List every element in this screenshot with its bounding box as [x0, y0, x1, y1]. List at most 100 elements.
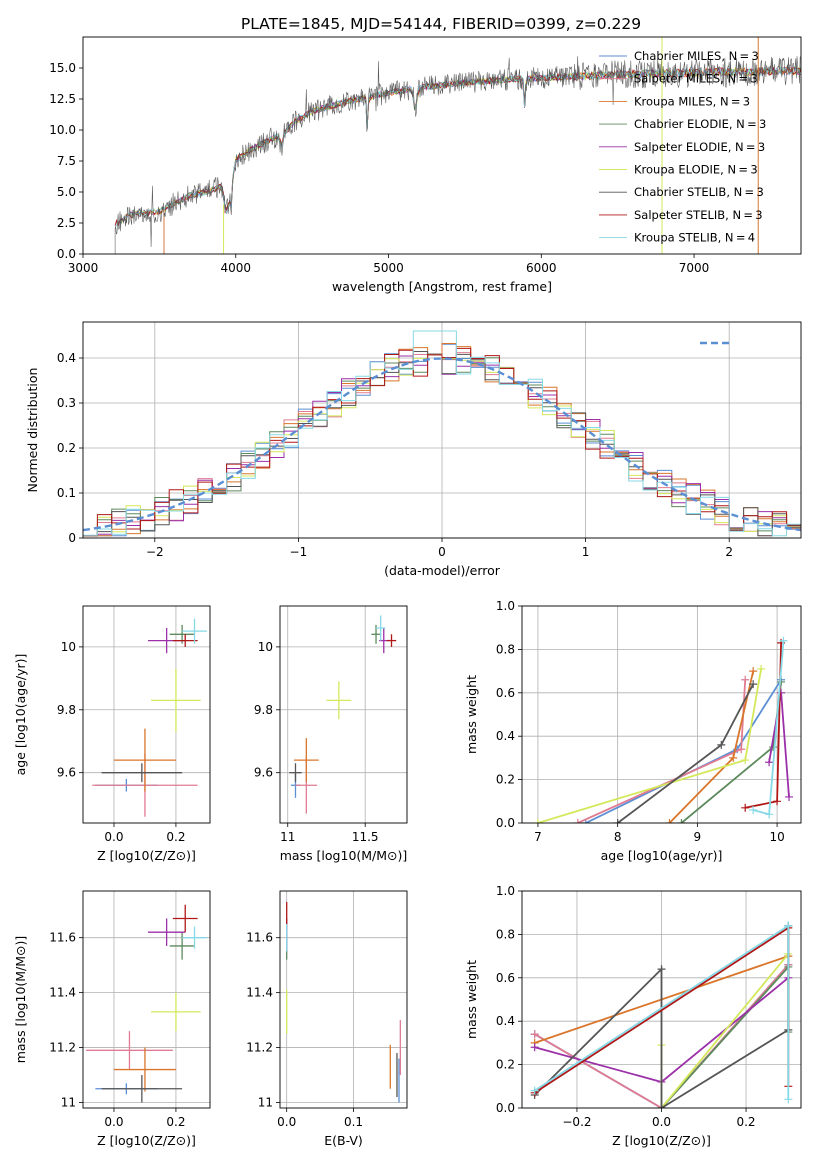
- weight-marker-kroupa-miles: [729, 753, 738, 762]
- x-tick-label: 0.0: [277, 1115, 296, 1129]
- y-tick-label: 9.8: [254, 703, 273, 717]
- y-tick-label: 0.6: [496, 971, 515, 985]
- errorbar-chabrier-stelib: [101, 763, 183, 783]
- axes-frame: [521, 605, 802, 824]
- y-tick-label: 1.0: [496, 884, 515, 898]
- panel-age-vs-z: 0.0 0.2 9.6 9.8 10 Z [log10(Z/Z⊙)] age [log10(…: [13, 605, 211, 863]
- y-tick-label: 0.8: [496, 642, 515, 656]
- weight-marker-salpeter-miles: [741, 675, 750, 684]
- legend: Chabrier MILES, N = 3 Salpeter MILES, N =…: [599, 49, 766, 245]
- axes-frame: [279, 890, 408, 1109]
- y-tick-label: 11.4: [246, 986, 273, 1000]
- x-tick-label: 2: [725, 545, 733, 559]
- y-tick-label: 9.6: [254, 766, 273, 780]
- x-tick-label: 11: [280, 830, 295, 844]
- x-tick-label: 7000: [679, 261, 710, 275]
- weight-marker-kroupa-stelib: [749, 805, 758, 814]
- y-tick-label: 5.0: [57, 185, 76, 199]
- y-tick-label: 11.6: [246, 931, 273, 945]
- weight-marker-salpeter-elodie: [765, 758, 774, 767]
- x-tick-label: −2: [146, 545, 164, 559]
- legend-label-salpeter-elodie: Salpeter ELODIE, N = 3: [634, 140, 765, 154]
- weight-marker-kroupa-miles: [749, 667, 758, 676]
- x-tick-label: 0.2: [166, 1115, 185, 1129]
- y-tick-label: 0.0: [496, 816, 515, 830]
- weight-marker-kroupa-elodie: [741, 756, 750, 765]
- y-tick-label: 10: [258, 640, 273, 654]
- x-tick-label: 11.5: [352, 830, 379, 844]
- x-tick-label: 5000: [373, 261, 404, 275]
- weight-marker-salpeter-stelib: [773, 797, 782, 806]
- y-tick-label: 11.2: [246, 1041, 273, 1055]
- x-tick-label: 9: [694, 830, 702, 844]
- x-tick-label: 3000: [68, 261, 99, 275]
- weight-marker-kroupa-stelib: [784, 1095, 793, 1104]
- errorbar-kroupa-elodie: [151, 992, 201, 1032]
- errorbar-kroupa-miles: [113, 1047, 176, 1092]
- legend-label-chabrier-miles: Chabrier MILES, N = 3: [634, 49, 759, 63]
- y-tick-label: 0.2: [57, 441, 76, 455]
- histogram-chabrier-stelib: [83, 351, 801, 537]
- x-axis-label: mass [log10(M/M⊙)]: [280, 848, 408, 863]
- weight-marker-salpeter-miles: [530, 1030, 539, 1039]
- y-tick-label: 0.1: [57, 486, 76, 500]
- errorbar-kroupa-elodie: [151, 668, 201, 732]
- plot-area: [92, 618, 207, 817]
- errorbar-salpeter-miles: [86, 1031, 173, 1070]
- y-tick-label: 15.0: [49, 61, 76, 75]
- x-tick-label: 1: [582, 545, 590, 559]
- errorbar-chabrier-stelib: [101, 1075, 183, 1103]
- weight-marker-chabrier-elodie: [769, 743, 778, 752]
- plot-area: [114, 37, 801, 254]
- weight-marker-salpeter-stelib: [741, 803, 750, 812]
- errorbar-kroupa-stelib: [182, 618, 207, 644]
- histogram-kroupa-stelib: [83, 330, 801, 537]
- y-tick-label: 2.5: [57, 216, 76, 230]
- y-axis-label: age [log10(age/yr)]: [13, 654, 28, 776]
- panel-spectrum: 3000 4000 5000 6000 7000 0.0 2.5 5.0 7.5 10.0 12.5…: [49, 36, 802, 294]
- weight-marker-kroupa-miles: [665, 819, 674, 823]
- y-tick-label: 0.3: [57, 396, 76, 410]
- weight-marker-kroupa-stelib: [779, 636, 788, 645]
- legend-label-chabrier-elodie: Chabrier ELODIE, N = 3: [634, 117, 766, 131]
- plot-area: [530, 921, 793, 1108]
- panel-weight-vs-z: −0.2 0.0 0.2 0.0 0.2 0.4 0.6 0.8 1.0 Z [log10(Z/Z…: [464, 884, 802, 1148]
- x-tick-label: 0.0: [104, 1115, 123, 1129]
- histogram-salpeter-stelib: [83, 347, 801, 537]
- panel-weight-vs-age: 7 8 9 10 0.0 0.2 0.4 0.6 0.8 1.0 age [log10(age/yr…: [464, 599, 802, 863]
- x-tick-label: 6000: [526, 261, 557, 275]
- weight-marker-kroupa-stelib: [530, 1086, 539, 1095]
- y-tick-label: 0: [68, 531, 76, 545]
- weight-marker-salpeter-miles: [573, 819, 582, 823]
- panel-age-vs-mass: 11 11.5 9.6 9.8 10 mass [log10(M/M⊙)]: [254, 605, 408, 863]
- y-tick-label: 0.4: [496, 1014, 515, 1028]
- errorbar-salpeter-elodie: [148, 918, 186, 946]
- x-axis-label: age [log10(age/yr)]: [601, 848, 723, 863]
- legend-label-kroupa-elodie: Kroupa ELODIE, N = 3: [634, 163, 758, 177]
- x-axis-label: Z [log10(Z/Z⊙)]: [97, 1133, 196, 1148]
- x-tick-label: 0.0: [104, 830, 123, 844]
- y-tick-label: 9.6: [57, 766, 76, 780]
- errorbar-kroupa-stelib: [376, 615, 386, 641]
- weight-marker-kroupa-elodie: [533, 819, 542, 823]
- panel-mass-vs-z: 0.0 0.2 11 11.2 11.4 11.6 Z [log10(Z/Z⊙)] mass …: [13, 890, 211, 1148]
- weight-marker-kroupa-stelib: [765, 810, 774, 819]
- weight-line-chabrier-elodie: [660, 964, 790, 1108]
- y-tick-label: 0.4: [496, 729, 515, 743]
- weight-marker-chabrier-stelib: [749, 680, 758, 689]
- panel-residuals: −2 −1 0 1 2 0 0.1 0.2 0.3 0.4 (data-model)/error No…: [25, 321, 802, 578]
- x-tick-label: 7: [534, 830, 542, 844]
- plot-area: [86, 904, 207, 1103]
- axes-frame: [279, 605, 408, 824]
- y-tick-label: 10: [61, 640, 76, 654]
- weight-marker-chabrier-stelib: [657, 1104, 666, 1108]
- legend-label-salpeter-miles: Salpeter MILES, N = 3: [634, 72, 758, 86]
- errorbar-salpeter-stelib: [386, 634, 397, 647]
- x-tick-label: 4000: [220, 261, 251, 275]
- x-tick-label: −1: [290, 545, 308, 559]
- y-tick-label: 0.2: [496, 773, 515, 787]
- y-tick-label: 0.0: [57, 247, 76, 261]
- weight-line-salpeter-miles: [577, 679, 747, 823]
- y-tick-label: 0.2: [496, 1058, 515, 1072]
